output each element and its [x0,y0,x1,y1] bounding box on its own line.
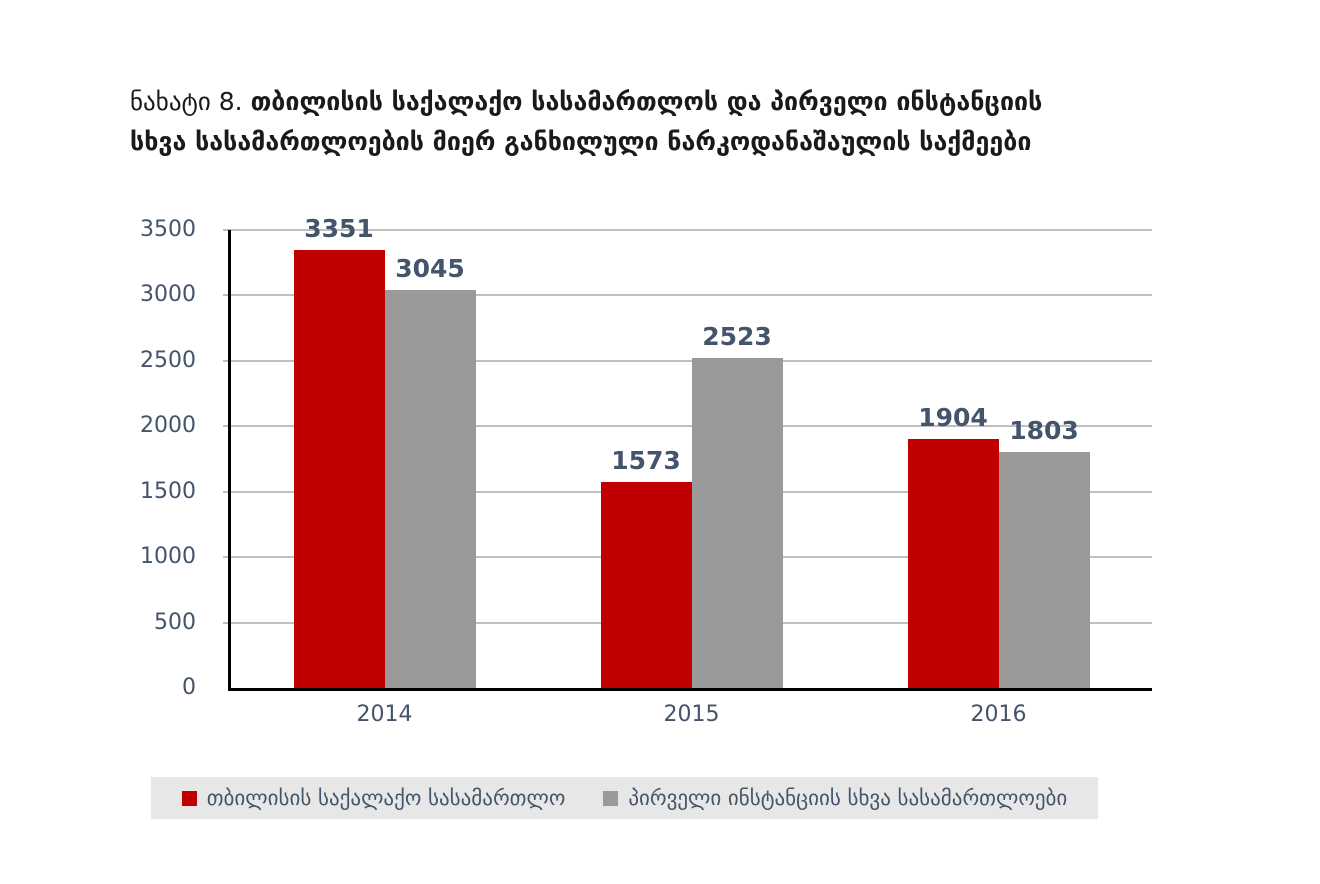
bar-group-2016: 1904 1803 [845,230,1152,688]
bar-value-label-first-instance-other-courts-2015: 2523 [702,321,772,351]
legend-label-first-instance-other-courts: პირველი ინსტანციის სხვა სასამართლოები [628,786,1068,810]
bar-value-label-first-instance-other-courts-2014: 3045 [395,253,465,283]
bar-tbilisi-city-court-2016: 1904 [907,403,999,688]
x-category-label-2014: 2014 [356,702,413,727]
legend-item-first-instance-other-courts: პირველი ინსტანციის სხვა სასამართლოები [603,786,1067,810]
x-category-label-2015: 2015 [663,702,720,727]
y-tick-label-1000: 1000 [140,544,196,570]
bar-value-label-first-instance-other-courts-2016: 1803 [1009,416,1079,446]
bar-value-label-tbilisi-city-court-2015: 1573 [611,446,681,476]
gridline-2500 [223,359,1152,362]
plot-area: 3351 3045 1573 2523 1904 1803 [223,214,1152,691]
figure-number: ნახატი 8. [130,87,243,116]
y-tick-label-0: 0 [182,675,196,700]
y-tick-label-1500: 1500 [140,478,196,504]
chart-title-line-2: სხვა სასამართლოების მიერ განხილული ნარკო… [130,127,1032,156]
y-axis-line [228,230,231,691]
bar-group-2014: 3351 3045 [231,214,538,688]
x-category-label-2016: 2016 [970,702,1027,727]
y-axis-tick-labels: 0 500 1000 1500 2000 2500 3000 3500 [100,217,196,700]
bar-tbilisi-city-court-2014: 3351 [293,214,385,688]
gridline-3000 [223,294,1152,297]
legend-swatch-gray [603,790,619,806]
bar-value-label-tbilisi-city-court-2014: 3351 [304,213,374,243]
legend-item-tbilisi-city-court: თბილისის საქალაქო სასამართლო [181,786,566,810]
y-tick-label-2000: 2000 [140,413,196,439]
x-axis-category-labels: 2014 2015 2016 [231,702,1152,727]
bars-layer: 3351 3045 1573 2523 1904 1803 [231,214,1152,688]
legend-swatch-red [181,790,197,806]
y-tick-label-3000: 3000 [140,282,196,308]
gridline-3500 [223,229,1152,231]
y-tick-label-2500: 2500 [140,347,196,373]
bar-value-label-tbilisi-city-court-2016: 1904 [918,402,988,432]
bar-first-instance-other-courts-2014: 3045 [384,254,476,688]
chart-title-line-1: ნახატი 8. თბილისის საქალაქო სასამართლოს … [130,82,1190,122]
bar-tbilisi-city-court-2015: 1573 [600,446,692,688]
chart-title-line-1-text: თბილისის საქალაქო სასამართლოს და პირველი… [250,87,1043,116]
bar-first-instance-other-courts-2015: 2523 [691,322,783,688]
bar-first-instance-other-courts-2016: 1803 [998,416,1090,688]
legend-label-tbilisi-city-court: თბილისის საქალაქო სასამართლო [206,786,566,810]
bar-group-2015: 1573 2523 [538,230,845,688]
gridline-2000 [223,425,1152,428]
x-axis-line [228,688,1152,691]
chart-legend: თბილისის საქალაქო სასამართლო პირველი ინს… [151,777,1098,819]
chart-title: ნახატი 8. თბილისის საქალაქო სასამართლოს … [130,82,1190,162]
y-tick-label-500: 500 [154,609,196,635]
y-tick-label-3500: 3500 [140,217,196,242]
